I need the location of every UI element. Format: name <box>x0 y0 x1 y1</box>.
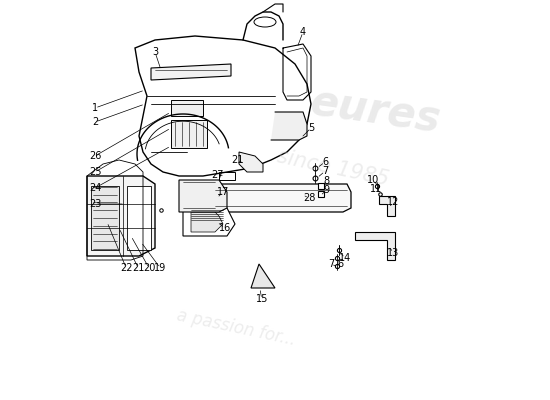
Polygon shape <box>271 112 307 140</box>
Text: 17: 17 <box>217 187 229 197</box>
Polygon shape <box>127 186 151 250</box>
Polygon shape <box>318 183 324 189</box>
Text: 8: 8 <box>323 176 329 186</box>
Text: 6: 6 <box>322 157 328 167</box>
Text: 22: 22 <box>120 263 133 273</box>
Polygon shape <box>87 176 155 256</box>
Text: 7: 7 <box>322 166 328 176</box>
Polygon shape <box>179 180 227 212</box>
Text: a passion for...: a passion for... <box>175 307 297 349</box>
Text: 13: 13 <box>387 248 399 258</box>
Polygon shape <box>191 208 223 232</box>
Text: 24: 24 <box>89 183 101 193</box>
Text: 12: 12 <box>387 197 399 207</box>
Text: 28: 28 <box>303 193 315 203</box>
Text: 11: 11 <box>370 184 382 194</box>
Polygon shape <box>318 191 324 197</box>
Polygon shape <box>171 120 207 148</box>
Polygon shape <box>379 196 395 216</box>
Text: 16: 16 <box>219 223 231 233</box>
Text: 20: 20 <box>143 263 155 273</box>
Polygon shape <box>151 64 231 80</box>
Polygon shape <box>239 152 263 172</box>
Text: since 1985: since 1985 <box>275 146 390 190</box>
Text: 9: 9 <box>323 185 329 195</box>
Polygon shape <box>355 232 395 260</box>
Text: 10: 10 <box>367 175 379 185</box>
Text: 4: 4 <box>300 27 306 37</box>
Polygon shape <box>251 264 275 288</box>
Text: 21: 21 <box>231 155 243 165</box>
Text: 5: 5 <box>308 123 314 133</box>
Text: 2: 2 <box>92 117 98 127</box>
Text: 19: 19 <box>154 263 166 273</box>
Text: 26: 26 <box>89 151 101 161</box>
Text: 25: 25 <box>89 167 101 177</box>
Text: 27: 27 <box>211 170 223 180</box>
Text: eures: eures <box>307 82 443 142</box>
Text: 21: 21 <box>132 263 145 273</box>
Text: 23: 23 <box>89 199 101 209</box>
Text: 14: 14 <box>339 253 351 263</box>
Text: 7: 7 <box>328 259 334 269</box>
Text: 6: 6 <box>337 259 343 269</box>
Text: 3: 3 <box>152 47 158 57</box>
Text: 15: 15 <box>256 294 268 304</box>
Polygon shape <box>211 184 351 212</box>
Polygon shape <box>171 100 203 116</box>
Polygon shape <box>135 36 311 176</box>
Text: 1: 1 <box>92 103 98 113</box>
Polygon shape <box>91 186 119 250</box>
Polygon shape <box>183 200 235 236</box>
